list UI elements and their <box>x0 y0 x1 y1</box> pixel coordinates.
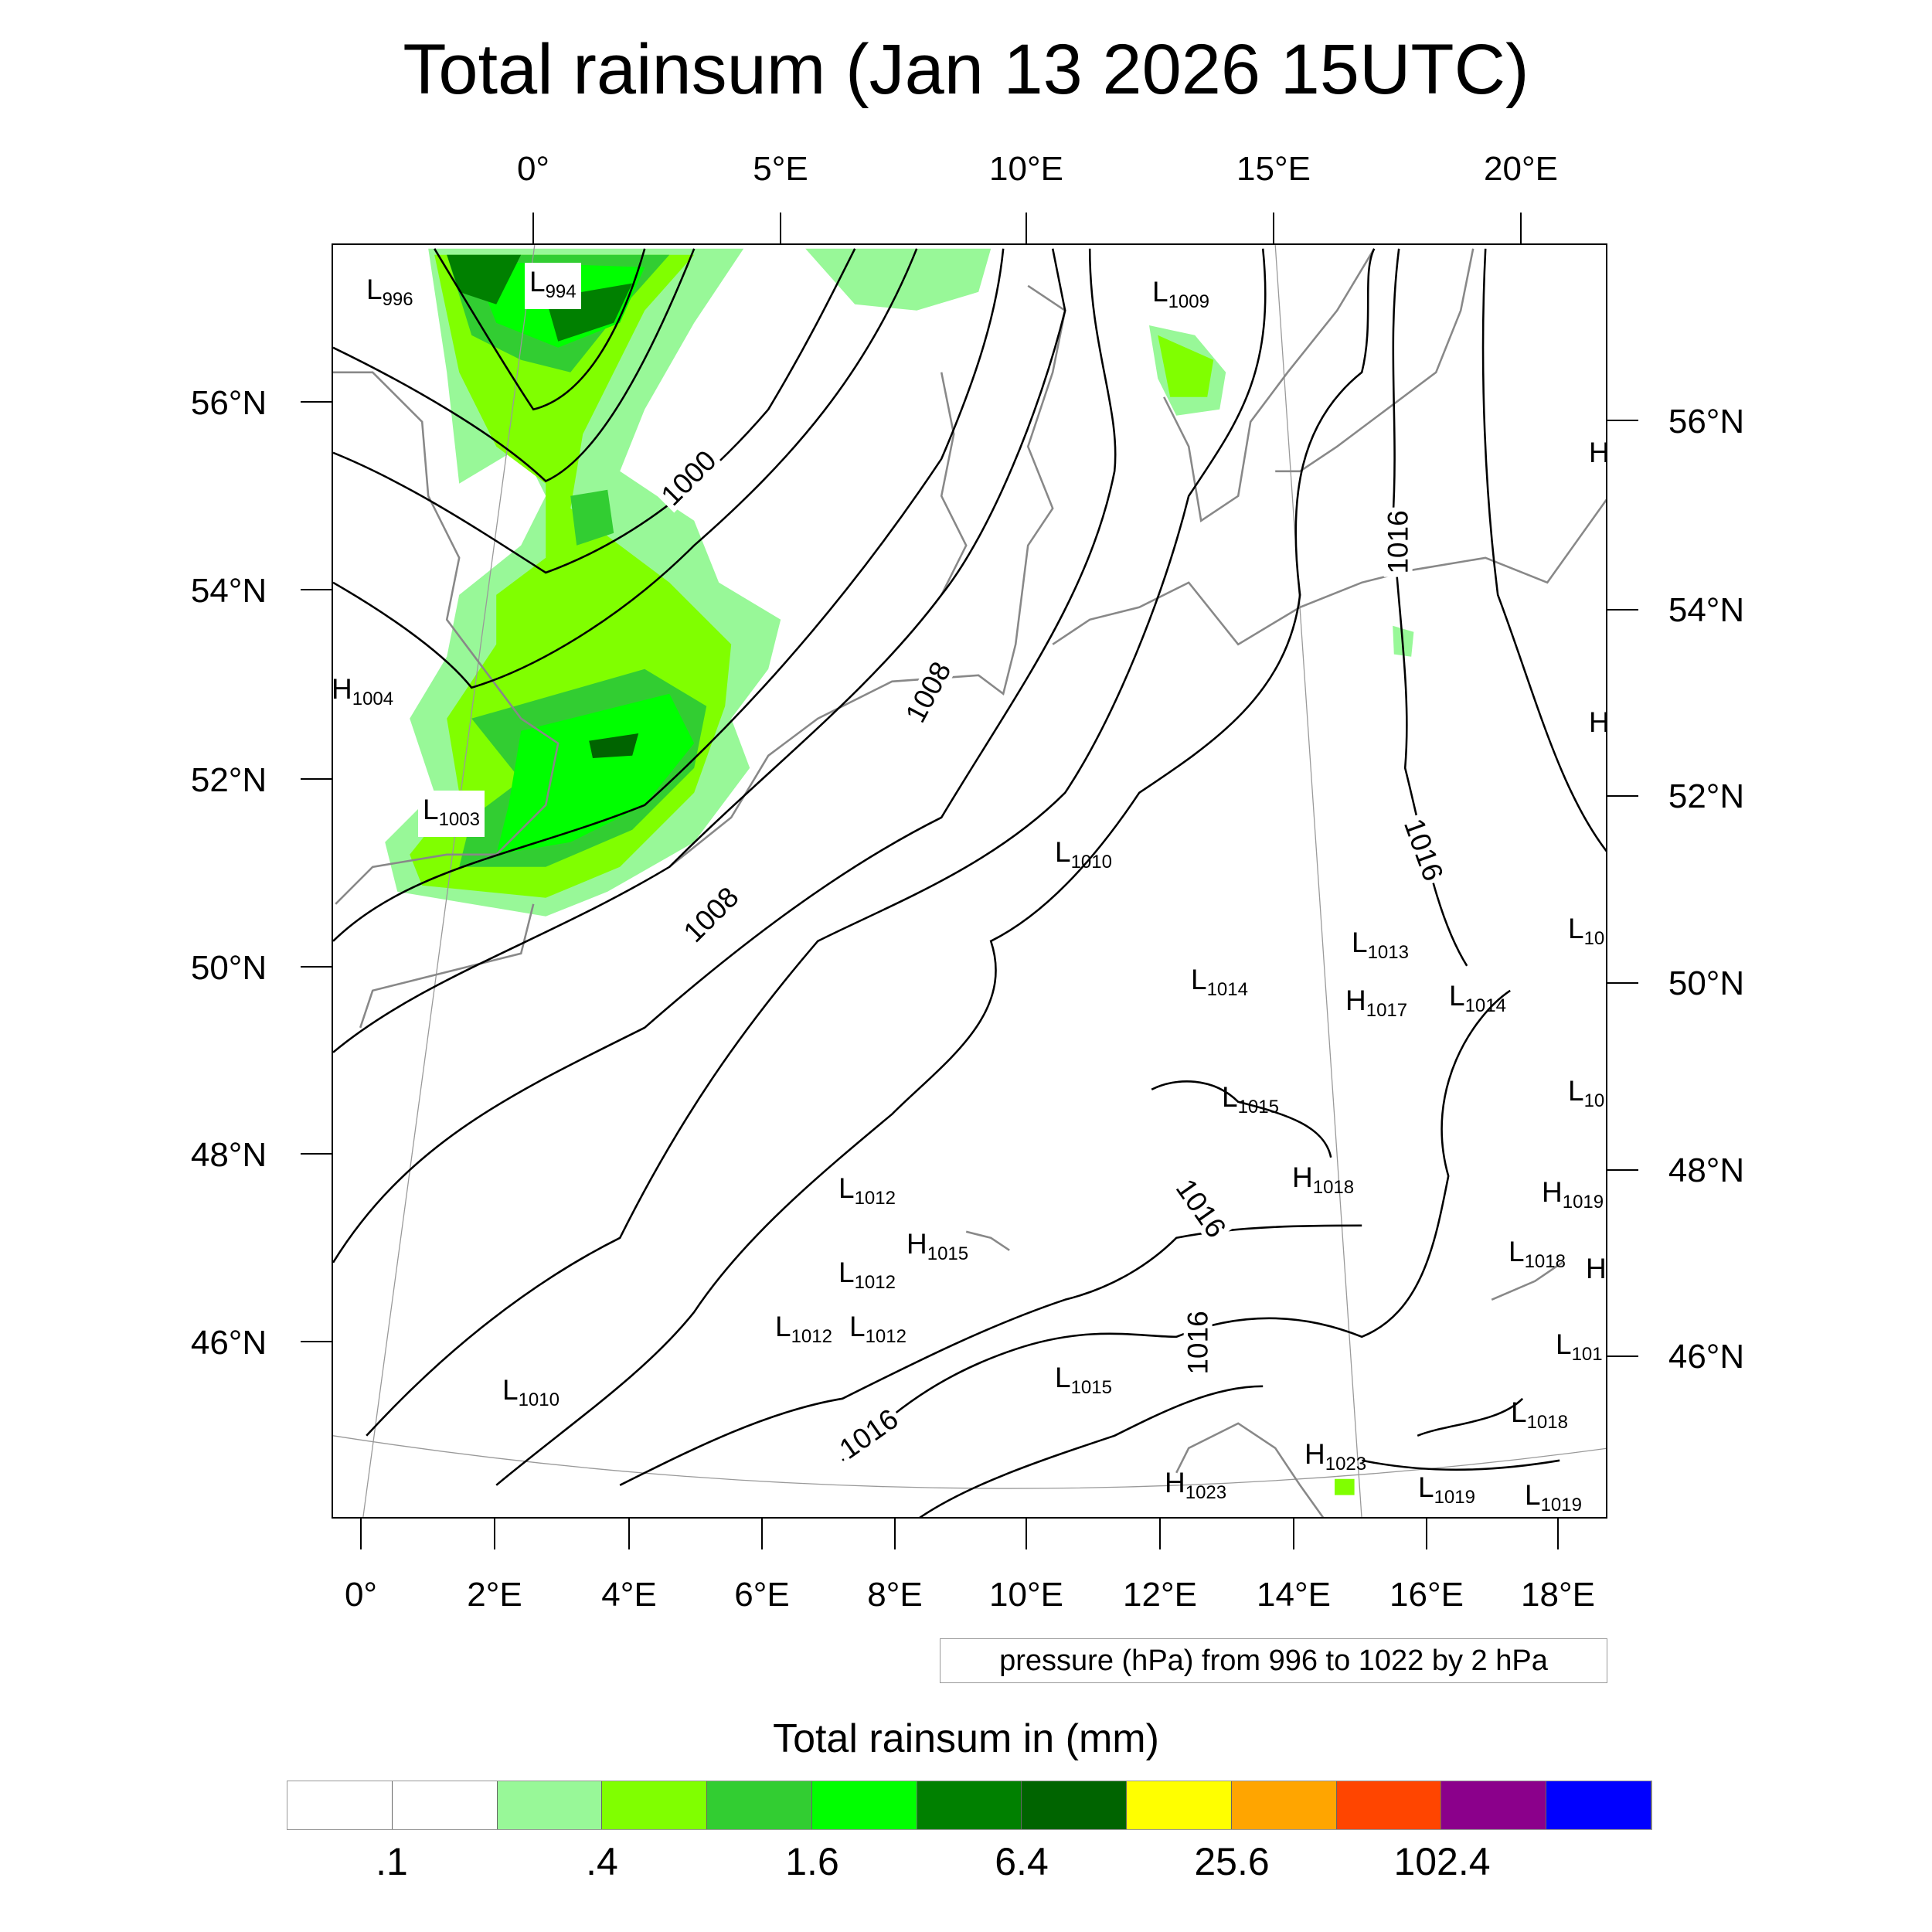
pressure-center-label: L1015 <box>1222 1081 1279 1117</box>
pressure-center-label: H1018 <box>1292 1162 1355 1198</box>
coastlines <box>333 248 1606 1517</box>
pressure-center-label: L1018 <box>1509 1236 1566 1272</box>
pressure-center-label: L1012 <box>849 1311 906 1347</box>
pressure-center-label: L1010 <box>1055 836 1112 872</box>
colorbar-swatch <box>1336 1781 1442 1829</box>
pressure-center-label: L1003 <box>418 791 485 837</box>
colorbar <box>287 1781 1652 1830</box>
pressure-center-label: L1010 <box>502 1374 560 1410</box>
pressure-center-label: L10 <box>1568 913 1605 949</box>
bottom-lon-label: 0° <box>344 1576 378 1614</box>
colorbar-swatch <box>497 1781 603 1829</box>
colorbar-swatch <box>1231 1781 1337 1829</box>
colorbar-title: Total rainsum in (mm) <box>773 1716 1159 1761</box>
right-lat-label: 48°N <box>1668 1151 1745 1189</box>
colorbar-swatch <box>1441 1781 1547 1829</box>
pressure-center-label: H1023 <box>1165 1467 1227 1503</box>
right-lat-label: 52°N <box>1668 777 1745 815</box>
left-lat-label: 54°N <box>190 572 267 610</box>
pressure-center-label: L1012 <box>838 1172 896 1209</box>
colorbar-label: 1.6 <box>785 1840 839 1883</box>
pressure-center-label: L994 <box>525 263 581 309</box>
colorbar-swatch <box>1546 1781 1651 1829</box>
bottom-lon-label: 8°E <box>867 1576 923 1614</box>
colorbar-label: .4 <box>586 1840 618 1883</box>
top-lon-label: 5°E <box>753 150 808 188</box>
pressure-center-label: L1014 <box>1449 980 1506 1016</box>
isobar-label: 1016 <box>1383 507 1414 577</box>
pressure-center-label: H <box>1586 1253 1607 1284</box>
rain-field <box>385 248 1414 1495</box>
bottom-lon-label: 14°E <box>1257 1576 1331 1614</box>
colorbar-swatch <box>1022 1781 1128 1829</box>
pressure-center-label: L996 <box>366 274 413 310</box>
right-lat-label: 56°N <box>1668 403 1745 440</box>
map-panel[interactable]: L996 L994 L1009 H1004 L1003 L1010 L1013 … <box>332 243 1607 1519</box>
colorbar-swatch <box>707 1781 812 1829</box>
bottom-lon-label: 18°E <box>1521 1576 1595 1614</box>
pressure-center-label: L1015 <box>1055 1362 1112 1398</box>
colorbar-label: 102.4 <box>1393 1840 1491 1883</box>
isobar-legend: pressure (hPa) from 996 to 1022 by 2 hPa <box>940 1638 1607 1683</box>
graticule <box>333 245 1606 1517</box>
left-lat-label: 52°N <box>190 761 267 799</box>
left-lat-label: 56°N <box>190 384 267 422</box>
left-lat-label: 50°N <box>190 949 267 987</box>
colorbar-label: .1 <box>376 1840 408 1883</box>
pressure-center-label: H1023 <box>1304 1438 1367 1475</box>
colorbar-swatch <box>917 1781 1022 1829</box>
map-title: Total rainsum (Jan 13 2026 15UTC) <box>403 30 1529 109</box>
colorbar-swatch <box>811 1781 917 1829</box>
pressure-center-label: L1012 <box>775 1311 832 1347</box>
right-lat-label: 46°N <box>1668 1338 1745 1376</box>
pressure-center-label: L1019 <box>1525 1479 1582 1515</box>
left-lat-label: 46°N <box>190 1324 267 1362</box>
colorbar-swatch <box>602 1781 708 1829</box>
pressure-center-label: H1019 <box>1542 1176 1604 1213</box>
top-lon-label: 10°E <box>989 150 1063 188</box>
isobar-label: 1016 <box>1182 1308 1214 1378</box>
pressure-center-label: H <box>1589 708 1606 742</box>
pressure-center-label: H1017 <box>1345 985 1408 1021</box>
bottom-lon-label: 10°E <box>989 1576 1063 1614</box>
pressure-center-label: L1019 <box>1418 1471 1475 1508</box>
colorbar-swatch <box>1127 1781 1232 1829</box>
pressure-center-label: L101 <box>1556 1328 1603 1365</box>
right-lat-label: 54°N <box>1668 591 1745 629</box>
map-canvas <box>333 245 1606 1517</box>
top-lon-label: 20°E <box>1484 150 1558 188</box>
right-lat-label: 50°N <box>1668 964 1745 1002</box>
left-lat-label: 48°N <box>190 1136 267 1174</box>
pressure-center-label: H1015 <box>906 1228 969 1264</box>
colorbar-label: 6.4 <box>995 1840 1049 1883</box>
bottom-lon-label: 6°E <box>734 1576 790 1614</box>
pressure-center-label: L1013 <box>1352 927 1409 963</box>
colorbar-swatch <box>287 1781 393 1829</box>
pressure-center-label: L1014 <box>1191 964 1248 1000</box>
top-lon-label: 15°E <box>1236 150 1311 188</box>
colorbar-swatch <box>392 1781 498 1829</box>
pressure-center-label: L10 <box>1568 1075 1605 1111</box>
bottom-lon-label: 16°E <box>1389 1576 1464 1614</box>
pressure-center-label: H <box>1589 438 1606 472</box>
pressure-center-label: L1009 <box>1152 276 1209 312</box>
bottom-lon-label: 12°E <box>1123 1576 1197 1614</box>
pressure-center-label: H1004 <box>332 673 394 709</box>
colorbar-label: 25.6 <box>1194 1840 1270 1883</box>
top-lon-label: 0° <box>516 150 550 188</box>
bottom-lon-label: 2°E <box>467 1576 522 1614</box>
pressure-center-label: L1018 <box>1511 1396 1568 1433</box>
pressure-center-label: L1012 <box>838 1257 896 1293</box>
bottom-lon-label: 4°E <box>601 1576 657 1614</box>
